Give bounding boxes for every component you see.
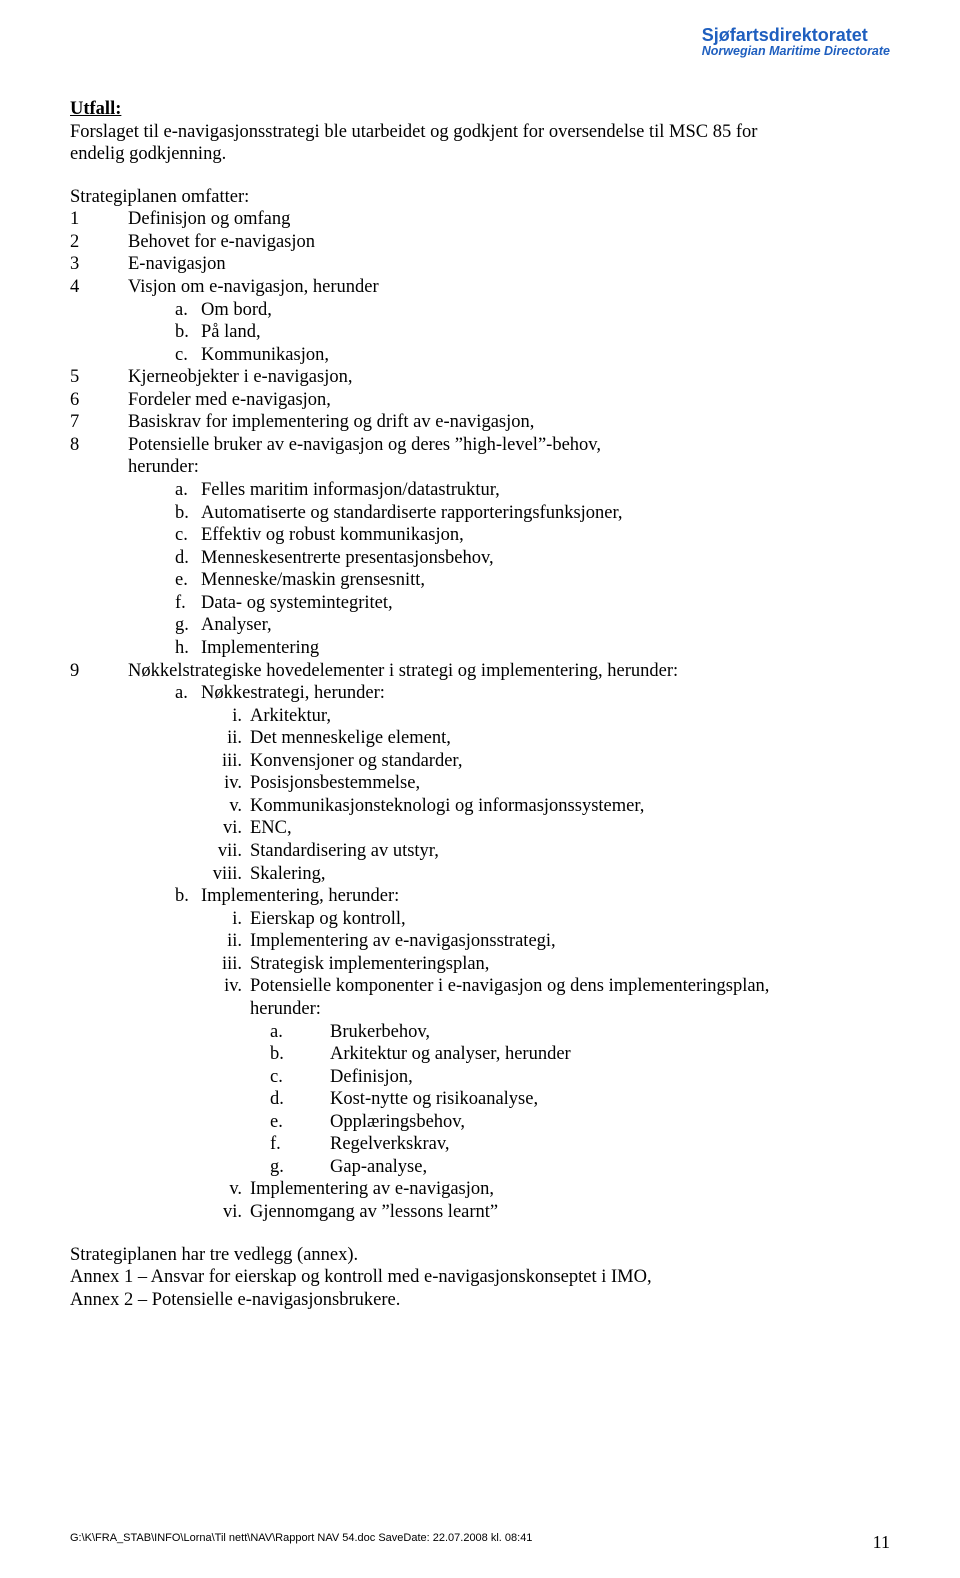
footer-page-number: 11 [873, 1532, 890, 1554]
item-6: 6Fordeler med e-navigasjon, [70, 389, 890, 412]
numbered-list: 1Definisjon og omfang 2Behovet for e-nav… [70, 208, 890, 1223]
closing-block: Strategiplanen har tre vedlegg (annex). … [70, 1244, 890, 1312]
item-4-sub: a.Om bord, b.På land, c.Kommunikasjon, [175, 299, 890, 367]
page-footer: G:\K\FRA_STAB\INFO\Lorna\Til nett\NAV\Ra… [70, 1532, 890, 1554]
org-header: Sjøfartsdirektoratet Norwegian Maritime … [702, 26, 890, 58]
item-9b-roman: i.Eierskap og kontroll, ii.Implementerin… [200, 908, 890, 1021]
item-1: 1Definisjon og omfang [70, 208, 890, 231]
document-page: Sjøfartsdirektoratet Norwegian Maritime … [0, 0, 960, 1578]
item-8-sub: a.Felles maritim informasjon/datastruktu… [175, 479, 890, 660]
item-5: 5Kjerneobjekter i e-navigasjon, [70, 366, 890, 389]
item-7: 7Basiskrav for implementering og drift a… [70, 411, 890, 434]
item-3: 3E-navigasjon [70, 253, 890, 276]
org-subtitle: Norwegian Maritime Directorate [702, 45, 890, 58]
utfall-line-2: endelig godkjenning. [70, 143, 890, 166]
item-8: 8Potensielle bruker av e-navigasjon og d… [70, 434, 890, 457]
item-9b: b.Implementering, herunder: [175, 885, 890, 908]
item-9b-iv-deep: a.Brukerbehov, b.Arkitektur og analyser,… [270, 1021, 890, 1179]
closing-3: Annex 2 – Potensielle e-navigasjonsbruke… [70, 1289, 890, 1312]
section-label-utfall: Utfall: [70, 98, 890, 121]
closing-2: Annex 1 – Ansvar for eierskap og kontrol… [70, 1266, 890, 1289]
closing-1: Strategiplanen har tre vedlegg (annex). [70, 1244, 890, 1267]
footer-path: G:\K\FRA_STAB\INFO\Lorna\Til nett\NAV\Ra… [70, 1532, 532, 1554]
item-2: 2Behovet for e-navigasjon [70, 231, 890, 254]
item-9a-roman: i.Arkitektur, ii.Det menneskelige elemen… [200, 705, 890, 886]
item-9b-roman-tail: v.Implementering av e-navigasjon, vi.Gje… [200, 1178, 890, 1223]
intro-line: Strategiplanen omfatter: [70, 186, 890, 209]
item-9: 9Nøkkelstrategiske hovedelementer i stra… [70, 660, 890, 683]
org-title: Sjøfartsdirektoratet [702, 26, 890, 45]
utfall-line-1: Forslaget til e-navigasjonsstrategi ble … [70, 121, 890, 144]
item-9a: a.Nøkkestrategi, herunder: [175, 682, 890, 705]
item-4: 4Visjon om e-navigasjon, herunder [70, 276, 890, 299]
